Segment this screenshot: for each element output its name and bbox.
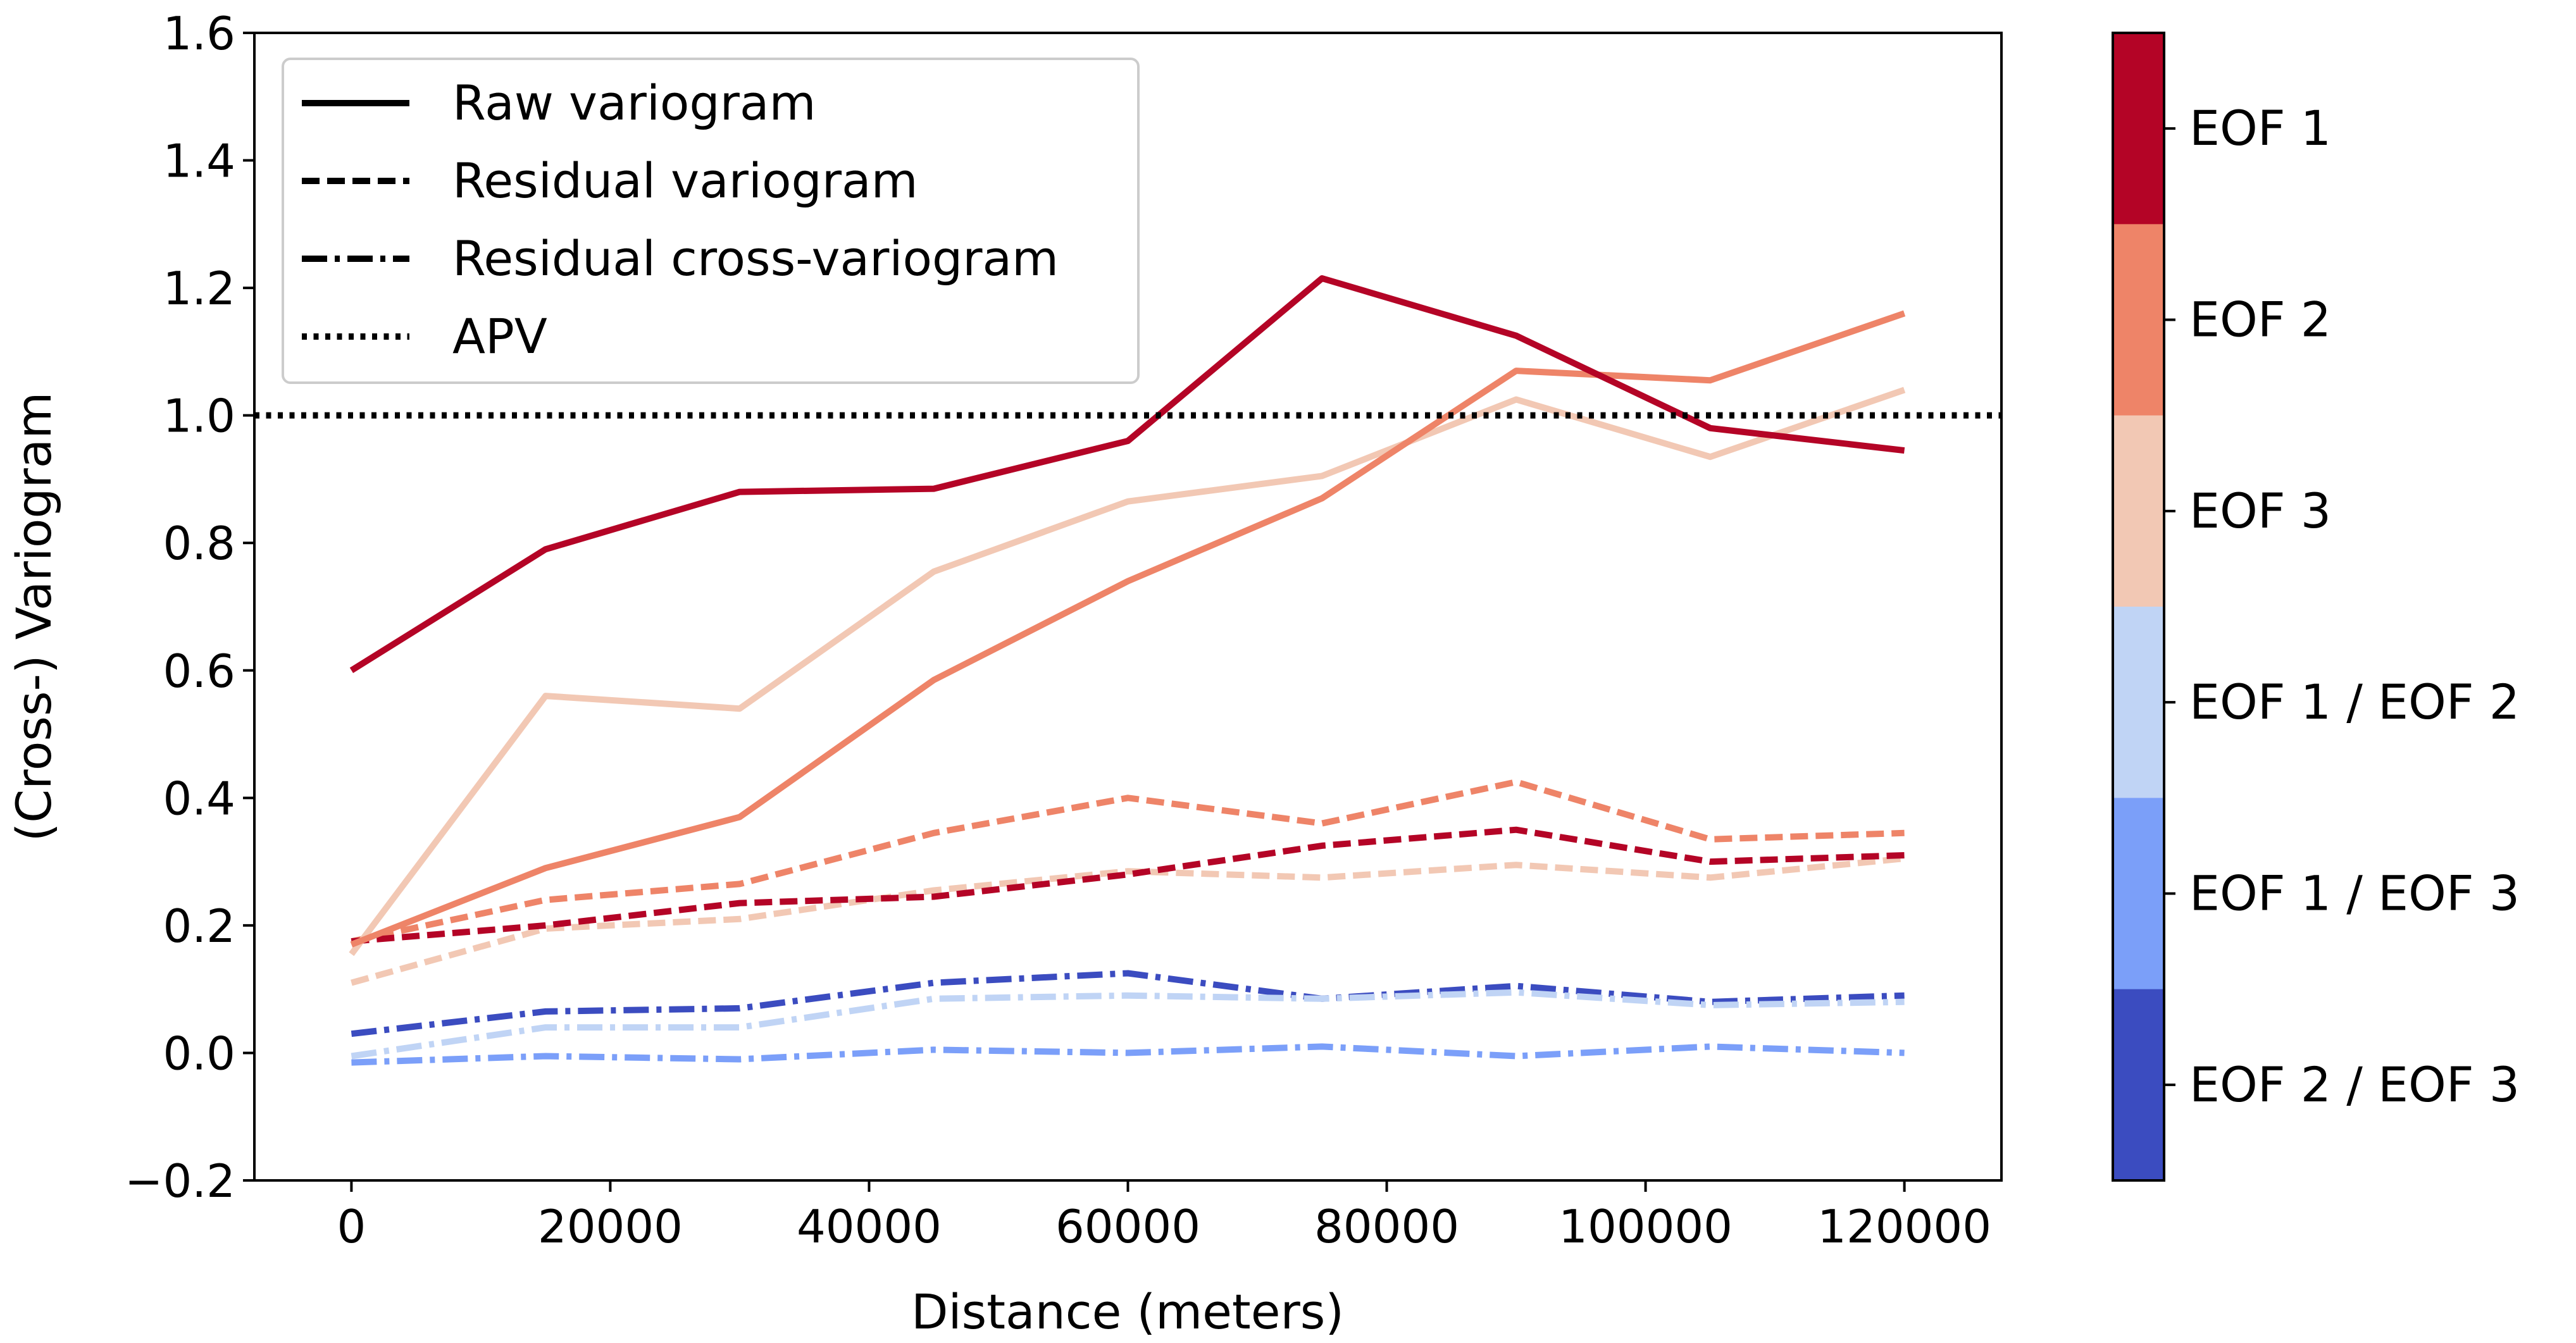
axes-layer: 0 20000 40000 60000 80000 100000 120000 −0.2 0.0…: [125, 7, 2003, 1253]
colorbar-segment: [2113, 989, 2164, 1181]
x-tick-label: 0: [337, 1200, 366, 1253]
series-line-dashed-eof-3: [351, 855, 1905, 986]
legend-box: [282, 58, 1140, 384]
series-line-dashed-eof-1: [351, 826, 1905, 945]
legend-label: Residual cross-variogram: [452, 230, 1059, 287]
series-line-dashdot-eof-1-eof-2: [351, 989, 1905, 1060]
series-line-dashdot-eof-1-eof-3: [351, 1043, 1905, 1066]
colorbar-label: EOF 3: [2189, 483, 2331, 539]
x-tick-label: 20000: [538, 1200, 683, 1253]
series-line-dashdot-eof-2-eof-3: [351, 970, 1905, 1037]
colorbar: EOF 1 EOF 2 EOF 3 EOF 1 / EOF 2 EOF 1 / EOF …: [2112, 32, 2520, 1182]
colorbar-segment: [2113, 607, 2164, 798]
y-tick-label: 1.0: [163, 390, 235, 443]
x-tick-label: 120000: [1817, 1200, 1991, 1253]
x-tick-label: 80000: [1314, 1200, 1459, 1253]
colorbar-segment: [2113, 33, 2164, 225]
x-axis-label: Distance (meters): [911, 1284, 1344, 1340]
y-tick-label: 1.2: [163, 262, 235, 315]
legend: Raw variogram Residual variogram Residual …: [282, 58, 1140, 384]
y-tick-label: 0.2: [163, 900, 235, 953]
series-line-dashed-eof-2: [351, 779, 1905, 944]
y-tick-label: 0.0: [163, 1027, 235, 1080]
colorbar-label: EOF 2 / EOF 3: [2189, 1056, 2520, 1113]
legend-label: Residual variogram: [452, 152, 918, 209]
y-tick-label: 0.8: [163, 517, 235, 570]
series-line-solid-eof-1: [349, 275, 1905, 674]
colorbar-label: EOF 1: [2189, 100, 2331, 156]
colorbar-segment: [2113, 798, 2164, 990]
colorbar-segment: [2113, 415, 2164, 607]
colorbar-label: EOF 1 / EOF 3: [2189, 865, 2520, 922]
y-axis-label: (Cross-) Variogram: [6, 392, 62, 842]
series-layer: [349, 275, 1906, 1066]
y-tick-label: 1.4: [163, 135, 235, 188]
x-tick-label: 60000: [1055, 1200, 1200, 1253]
colorbar-label: EOF 2: [2189, 292, 2331, 348]
y-tick-label: −0.2: [125, 1154, 235, 1208]
y-tick-label: 0.6: [163, 645, 235, 698]
legend-label: Raw variogram: [452, 75, 816, 131]
series-line-solid-eof-3: [349, 387, 1906, 956]
colorbar-segment: [2113, 224, 2164, 416]
colorbar-label: EOF 1 / EOF 2: [2189, 674, 2520, 730]
y-tick-label: 0.4: [163, 772, 235, 825]
colorbar-frame: [2112, 32, 2165, 1182]
series-line-solid-eof-2: [350, 310, 1906, 948]
legend-label: APV: [452, 308, 547, 364]
x-tick-label: 100000: [1559, 1200, 1733, 1253]
x-tick-label: 40000: [797, 1200, 942, 1253]
y-tick-label: 1.6: [163, 7, 235, 60]
